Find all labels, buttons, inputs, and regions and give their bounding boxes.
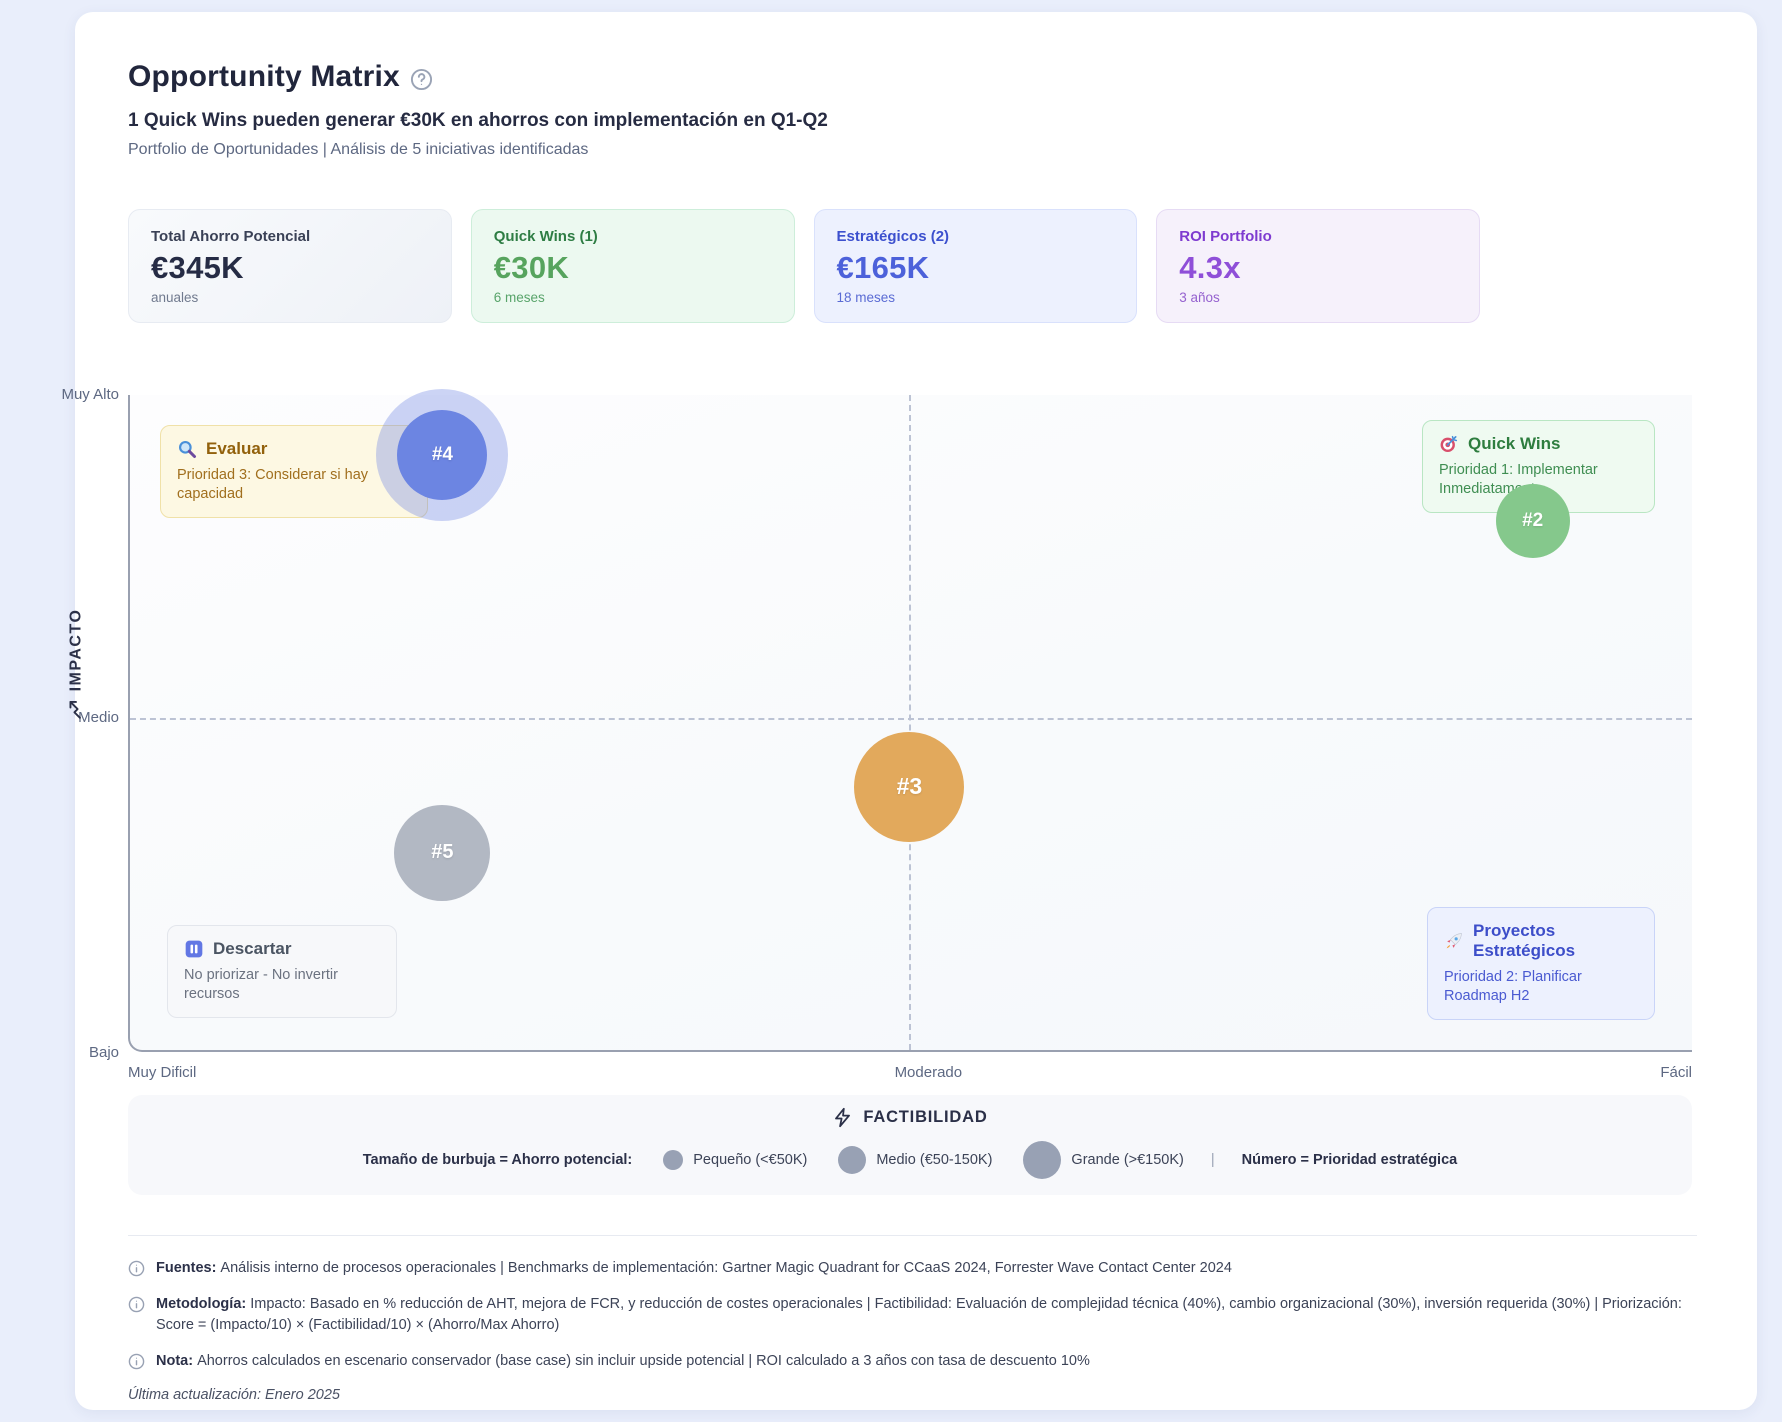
x-axis-title-label: FACTIBILIDAD: [863, 1108, 988, 1126]
medium-bubble-swatch: [838, 1146, 867, 1174]
legend-item-pequeno: Pequeño (<€50K): [663, 1150, 807, 1170]
kpi-roi-portfolio: ROI Portfolio 4.3x 3 años: [1156, 209, 1480, 323]
quadrant-body: Prioridad 2: Planificar Roadmap H2: [1444, 969, 1582, 1004]
legend-size-label: Tamaño de burbuja = Ahorro potencial:: [362, 1152, 633, 1168]
footnote-metodologia: Metodología: Impacto: Basado en % reducci…: [128, 1294, 1692, 1336]
bubble-2[interactable]: #2: [1495, 484, 1570, 559]
opportunity-matrix-card: Opportunity Matrix 1 Quick Wins pueden g…: [61, 12, 1757, 1410]
last-updated: Última actualización: Enero 2025: [128, 1387, 340, 1403]
kpi-value: €30K: [493, 250, 570, 285]
kpi-label: Quick Wins (1): [493, 228, 598, 245]
bubble-3[interactable]: #3: [854, 731, 965, 842]
info-icon: [128, 1258, 145, 1279]
bubble-5[interactable]: #5: [394, 804, 491, 901]
x-tick-moderado: Moderado: [894, 1064, 963, 1081]
header: Opportunity Matrix: [128, 60, 1697, 94]
info-icon: [128, 1294, 145, 1336]
quadrant-chart: Muy Alto Medio Bajo IMPACTO: [61, 386, 1692, 1061]
kpi-label: ROI Portfolio: [1179, 228, 1272, 245]
magnifier-icon: [177, 439, 197, 459]
large-bubble-swatch: [1023, 1141, 1062, 1179]
y-tick-muy-alto: Muy Alto: [61, 386, 119, 403]
footnote-nota: Nota: Ahorros calculados en escenario con…: [128, 1351, 1692, 1372]
kpi-value: 4.3x: [1179, 250, 1241, 285]
footnotes-section: Fuentes: Análisis interno de procesos ope…: [128, 1235, 1697, 1403]
y-axis-title: IMPACTO: [67, 609, 86, 720]
kpi-quick-wins: Quick Wins (1) €30K 6 meses: [470, 209, 795, 323]
quadrant-title: Proyectos Estratégicos: [1473, 921, 1576, 960]
legend-item-grande: Grande (>€150K): [1023, 1141, 1184, 1179]
kpi-label: Total Ahorro Potencial: [151, 228, 311, 245]
quadrant-body: No priorizar - No invertir recursos: [184, 967, 338, 1002]
quadrant-body: Prioridad 3: Considerar si hay capacidad: [177, 467, 369, 502]
help-icon[interactable]: [410, 68, 433, 91]
quadrant-title: Descartar: [213, 939, 292, 958]
kpi-total-ahorro: Total Ahorro Potencial €345K anuales: [128, 209, 452, 323]
pause-icon: [184, 939, 204, 959]
headline-insight: 1 Quick Wins pueden generar €30K en ahor…: [128, 110, 828, 131]
x-tick-muy-dificil: Muy Dificil: [128, 1064, 197, 1081]
kpi-value: €345K: [151, 250, 244, 285]
info-icon: [128, 1351, 145, 1372]
trending-up-icon: [67, 701, 86, 720]
target-icon: [1439, 434, 1459, 454]
rocket-icon: [1444, 931, 1464, 951]
small-bubble-swatch: [663, 1150, 684, 1170]
portfolio-description: Portfolio de Oportunidades | Análisis de…: [128, 141, 589, 158]
legend-row: Tamaño de burbuja = Ahorro potencial: Pe…: [128, 1141, 1692, 1179]
kpi-value: €165K: [836, 250, 930, 285]
kpi-subtext: anuales: [151, 290, 199, 305]
chart-legend: FACTIBILIDAD Tamaño de burbuja = Ahorro …: [128, 1095, 1692, 1195]
quadrant-label-evaluar: Evaluar Prioridad 3: Considerar si hay c…: [160, 425, 428, 518]
kpi-subtext: 18 meses: [836, 290, 896, 305]
quadrant-title: Quick Wins: [1468, 434, 1561, 453]
midline-vertical: [909, 395, 912, 1050]
quadrant-label-proyectos-estrategicos: Proyectos Estratégicos Prioridad 2: Plan…: [1427, 907, 1655, 1020]
legend-item-medio: Medio (€50-150K): [838, 1146, 992, 1174]
y-axis-title-label: IMPACTO: [67, 608, 84, 692]
legend-number-label: Número = Prioridad estratégica: [1241, 1152, 1458, 1168]
quadrant-plot: Evaluar Prioridad 3: Considerar si hay c…: [128, 395, 1692, 1052]
bubble-4[interactable]: #4: [397, 410, 488, 501]
footnote-fuentes: Fuentes: Análisis interno de procesos ope…: [128, 1258, 1692, 1279]
x-axis-ticks: Muy Dificil Moderado Fácil: [128, 1064, 1692, 1081]
kpi-label: Estratégicos (2): [836, 228, 950, 245]
y-tick-medio: Medio: [78, 708, 119, 726]
y-tick-bajo: Bajo: [88, 1044, 119, 1061]
x-axis-title: FACTIBILIDAD: [832, 1107, 987, 1128]
kpi-subtext: 6 meses: [493, 290, 545, 305]
quadrant-label-descartar: Descartar No priorizar - No invertir rec…: [167, 925, 397, 1018]
quadrant-title: Evaluar: [206, 439, 268, 458]
kpi-subtext: 3 años: [1179, 290, 1220, 305]
lightning-bolt-icon: [832, 1107, 853, 1128]
kpi-card-row: Total Ahorro Potencial €345K anuales Qui…: [128, 209, 1480, 323]
kpi-estrategicos: Estratégicos (2) €165K 18 meses: [813, 209, 1138, 323]
page-title: Opportunity Matrix: [128, 60, 400, 93]
x-tick-facil: Fácil: [1660, 1064, 1692, 1081]
legend-separator: |: [1210, 1152, 1215, 1168]
